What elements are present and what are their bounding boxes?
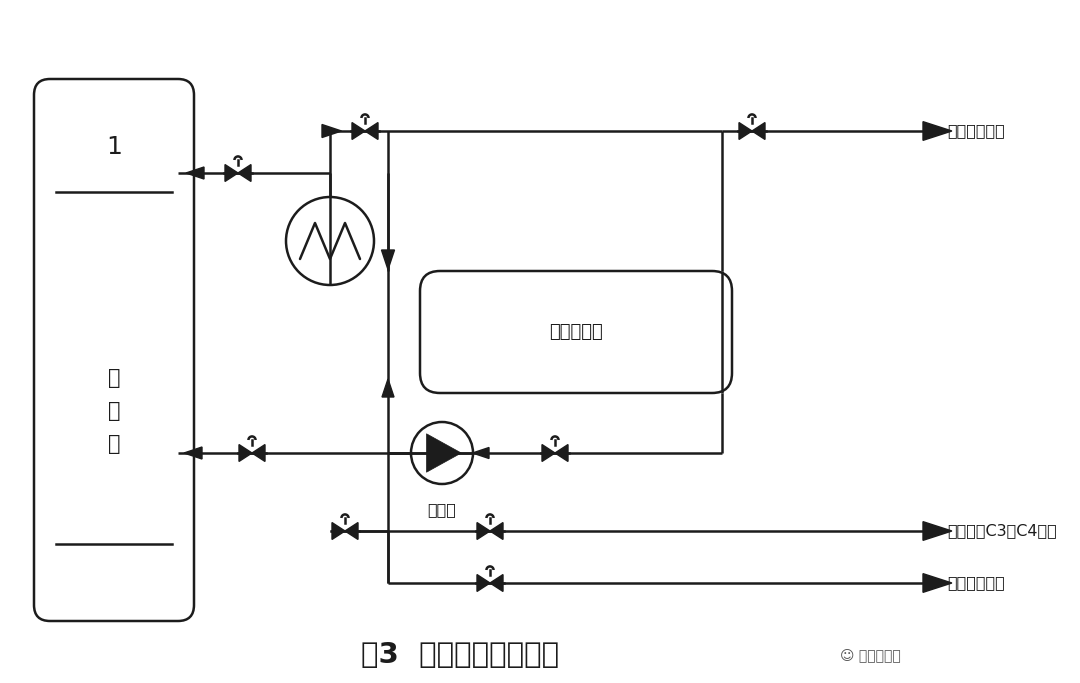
Polygon shape <box>490 574 503 591</box>
Polygon shape <box>186 167 204 179</box>
Polygon shape <box>923 122 951 140</box>
Polygon shape <box>345 522 357 540</box>
Text: ☺ 化工活动家: ☺ 化工活动家 <box>839 648 901 662</box>
Polygon shape <box>752 122 765 139</box>
Text: 燃料气去管网: 燃料气去管网 <box>947 124 1004 139</box>
Polygon shape <box>184 447 202 459</box>
Polygon shape <box>472 447 489 458</box>
Polygon shape <box>427 434 461 472</box>
Polygon shape <box>238 165 251 182</box>
Text: 轻
烃
塔: 轻 烃 塔 <box>108 368 120 454</box>
Text: 塔顶回流罐: 塔顶回流罐 <box>549 323 603 341</box>
Polygon shape <box>542 445 555 462</box>
Polygon shape <box>252 445 265 462</box>
FancyBboxPatch shape <box>420 271 732 393</box>
Polygon shape <box>365 122 378 139</box>
Polygon shape <box>739 122 752 139</box>
Polygon shape <box>239 445 252 462</box>
Polygon shape <box>322 124 341 137</box>
Polygon shape <box>923 522 951 540</box>
Text: 液化气去精制: 液化气去精制 <box>947 576 1004 591</box>
Polygon shape <box>352 122 365 139</box>
Text: 1: 1 <box>106 135 122 159</box>
Polygon shape <box>477 522 490 540</box>
Text: 液化气去C3／C4分离: 液化气去C3／C4分离 <box>947 523 1056 538</box>
Polygon shape <box>490 522 503 540</box>
Text: 回流泵: 回流泵 <box>428 502 457 517</box>
Polygon shape <box>225 165 238 182</box>
Polygon shape <box>923 574 951 592</box>
Polygon shape <box>477 574 490 591</box>
Text: 图3  液化气流程改造图: 图3 液化气流程改造图 <box>361 641 559 669</box>
FancyBboxPatch shape <box>33 79 194 621</box>
Polygon shape <box>382 379 394 397</box>
Polygon shape <box>381 250 394 270</box>
Polygon shape <box>332 522 345 540</box>
Polygon shape <box>555 445 568 462</box>
